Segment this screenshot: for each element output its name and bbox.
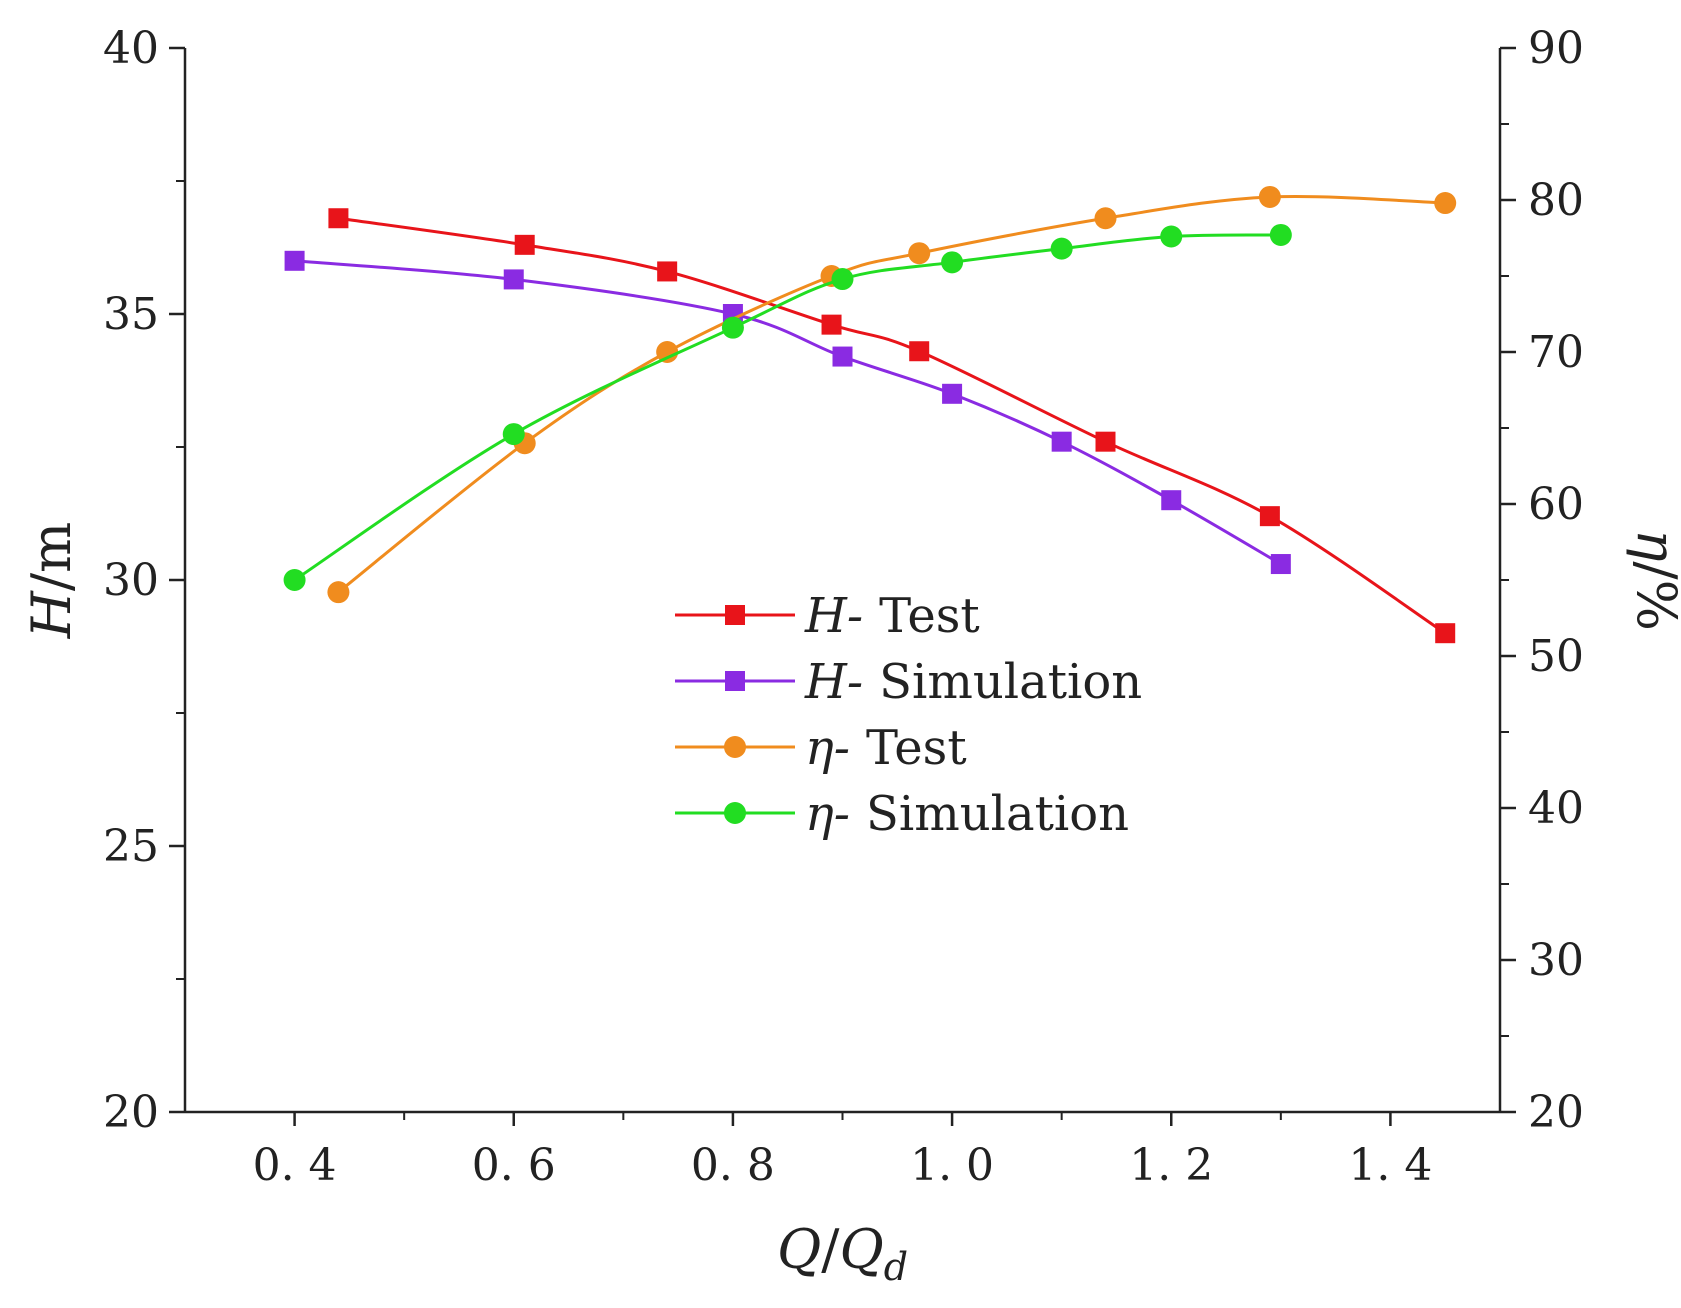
legend-label: η- Simulation [805,786,1129,842]
legend-marker [725,605,745,625]
data-point [721,316,744,339]
data-point [1270,554,1291,575]
x-axis-title-base: Q [839,1218,883,1281]
x-tick-label: 1. 0 [910,1140,994,1191]
data-point [942,383,963,404]
y-left-tick-label: 30 [103,555,159,606]
data-point [1160,225,1183,248]
y-right-tick-label: 90 [1528,23,1584,74]
data-point [503,269,524,290]
data-point [327,581,350,604]
data-point [821,314,842,335]
data-point [941,251,964,274]
legend-item: η- Test [675,720,967,776]
data-point [1161,490,1182,511]
data-point [832,346,853,367]
legend-label: η- Test [805,720,967,776]
series-1 [284,250,1291,575]
legend-text: Test [866,720,967,776]
series-0 [328,208,1456,644]
y-right-tick-label: 70 [1528,327,1584,378]
data-point [909,341,930,362]
data-point [1094,207,1117,230]
y-left-axis-title: H/m [20,522,83,640]
legend-item: H- Simulation [675,654,1142,710]
y-left-tick-label: 40 [103,23,159,74]
y-left-tick-label: 35 [103,289,159,340]
y-right-axis-title-main: η [1625,529,1681,561]
x-tick-label: 1. 2 [1129,1140,1213,1191]
legend-label: H- Test [804,588,980,644]
y-right-axis-title: η/% [1625,529,1681,631]
legend-text: Simulation [866,786,1129,842]
y-left-tick-label: 20 [103,1087,159,1138]
legend-symbol: η- [805,786,850,842]
data-point [514,234,535,255]
axes: 0. 4 0. 6 0. 8 1. 0 1. 2 1. 4 20 25 30 35 40 20 30 40… [103,23,1584,1191]
x-axis-title-sub: d [884,1245,908,1289]
y-right-tick-label: 40 [1528,783,1584,834]
series-line [293,233,1281,582]
legend-marker [724,802,746,824]
data-point [831,268,854,291]
series-line [337,194,1446,594]
y-right-axis-title-unit: /% [1625,561,1681,631]
series-3 [283,223,1292,591]
data-point [328,208,349,229]
y-left-axis-title-unit: /m [20,522,83,591]
data-point [1258,185,1281,208]
data-point [1095,431,1116,452]
y-right-tick-label: 50 [1528,631,1584,682]
y-right-tick-label: 80 [1528,175,1584,226]
data-point [1435,623,1456,644]
series-2 [327,185,1457,604]
legend-symbol: H- [804,654,863,710]
y-left-tick-label: 25 [103,821,159,872]
x-axis-title-sep: / [821,1218,840,1281]
x-tick-label: 1. 4 [1348,1140,1432,1191]
data-point [284,250,305,271]
legend-text: Simulation [879,654,1142,710]
data-point [1434,192,1457,215]
data-point [1269,223,1292,246]
x-tick-label: 0. 8 [691,1140,775,1191]
legend-marker [725,671,745,691]
data-point [1050,237,1073,260]
data-point [283,569,306,591]
legend-marker [724,736,746,758]
data-point [502,423,525,446]
series-line [294,259,1282,566]
data-point [1259,506,1280,527]
legend-text: Test [879,588,980,644]
legend-symbol: H- [804,588,863,644]
x-axis-title: Q/Qd [777,1218,908,1289]
data-point [656,341,679,363]
x-tick-label: 0. 4 [253,1140,337,1191]
legend-item: η- Simulation [675,786,1129,842]
y-right-tick-label: 30 [1528,935,1584,986]
legend-symbol: η- [805,720,850,776]
data-point [657,261,678,282]
data-point [1051,431,1072,452]
legend-label: H- Simulation [804,654,1142,710]
y-right-tick-label: 60 [1528,479,1584,530]
y-right-tick-label: 20 [1528,1087,1584,1138]
x-tick-label: 0. 6 [472,1140,556,1191]
series-layer [283,185,1457,644]
x-axis-title-main: Q [777,1218,821,1281]
y-left-axis-title-main: H [20,590,83,639]
data-point [908,242,931,265]
legend-item: H- Test [675,588,980,644]
